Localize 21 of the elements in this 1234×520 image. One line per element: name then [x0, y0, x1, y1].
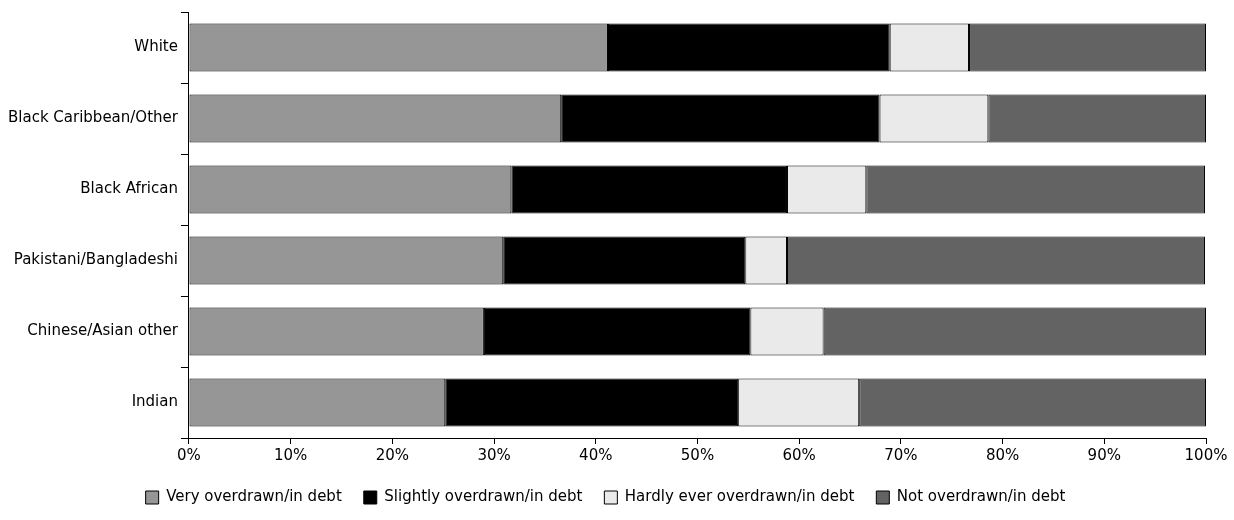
x-tick-label: 50% [680, 445, 715, 464]
x-tick-label: 40% [579, 445, 613, 464]
y-tick-label: Black Caribbean/Other [8, 108, 179, 127]
x-tick-label: 90% [1087, 445, 1121, 464]
x-tick-label: 0% [177, 445, 201, 464]
x-tick-label: 10% [274, 445, 308, 464]
y-tick-label: Pakistani/Bangladeshi [13, 250, 178, 269]
y-tick-label: White [134, 37, 178, 56]
y-tick-label: Black African [80, 179, 178, 198]
y-tick-label: Indian [131, 392, 178, 411]
x-tick-label: 80% [985, 445, 1020, 464]
legend-label: Hardly ever overdrawn/in debt [624, 487, 855, 506]
x-tick-label: 30% [477, 445, 511, 464]
x-tick-label: 20% [375, 445, 410, 464]
x-tick-label: 60% [782, 445, 816, 464]
x-tick-label: 100% [1184, 445, 1228, 464]
x-tick-label: 70% [884, 445, 918, 464]
legend-label: Not overdrawn/in debt [896, 487, 1066, 506]
legend-label: Very overdrawn/in debt [166, 487, 342, 506]
y-tick-label: Chinese/Asian other [27, 321, 179, 340]
legend-label: Slightly overdrawn/in debt [384, 487, 583, 506]
